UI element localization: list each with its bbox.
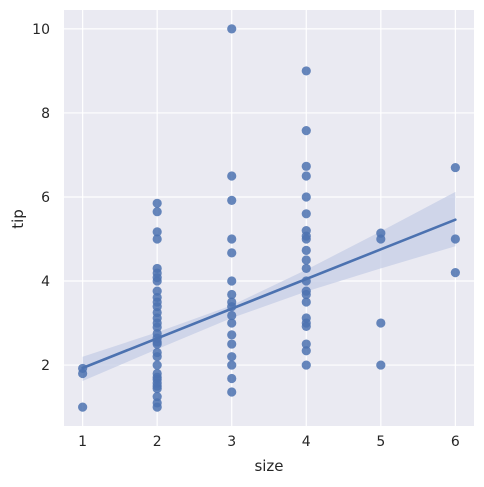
grid-lines (64, 10, 474, 426)
data-point (376, 360, 386, 370)
confidence-band-layer (82, 191, 456, 381)
data-point (227, 171, 237, 181)
data-point (301, 339, 311, 349)
data-point (301, 66, 311, 76)
data-point (152, 368, 162, 379)
y-tick-label: 6 (41, 190, 50, 206)
data-point (301, 226, 311, 236)
data-point (152, 398, 162, 408)
data-point (227, 318, 237, 328)
x-tick-label: 2 (153, 434, 162, 450)
data-point (227, 289, 237, 300)
data-point (78, 402, 88, 412)
data-point (152, 286, 162, 296)
data-point (301, 255, 311, 265)
data-point (301, 297, 311, 307)
confidence-band (82, 191, 456, 381)
data-point (450, 268, 460, 278)
data-point (152, 360, 162, 370)
data-point (227, 310, 237, 321)
data-point (227, 360, 237, 370)
data-point (301, 360, 311, 370)
data-point (152, 347, 162, 358)
data-point (152, 198, 162, 208)
data-point (376, 318, 386, 328)
data-point (450, 234, 460, 244)
x-tick-label: 5 (376, 434, 385, 450)
data-point (301, 313, 311, 323)
data-point (301, 192, 311, 202)
x-tick-label: 3 (227, 434, 236, 450)
data-point (227, 352, 237, 362)
x-tick-label: 6 (451, 434, 460, 450)
data-point (152, 227, 162, 237)
data-point (301, 125, 311, 136)
data-point (376, 228, 386, 238)
y-tick-labels: 2 4 6 8 10 (32, 22, 50, 374)
data-point (227, 248, 237, 258)
y-tick-label: 4 (41, 274, 50, 290)
data-point (301, 263, 311, 274)
y-tick-label: 10 (32, 22, 50, 38)
x-tick-label: 1 (78, 434, 87, 450)
data-point (152, 207, 162, 217)
data-point (227, 276, 237, 286)
data-point (301, 161, 311, 171)
x-axis-label: size (254, 457, 283, 475)
data-point (227, 330, 237, 340)
data-points (78, 24, 460, 412)
data-point (301, 171, 311, 181)
data-point (301, 286, 311, 296)
regression-line-layer (81, 218, 457, 370)
data-point (227, 297, 237, 307)
data-point (227, 234, 237, 244)
data-point (152, 234, 162, 244)
data-point (301, 245, 311, 255)
data-point (450, 162, 460, 173)
data-point (227, 195, 237, 205)
regression-line (81, 218, 457, 370)
y-tick-label: 8 (41, 106, 50, 122)
data-point (152, 391, 162, 402)
x-tick-label: 4 (302, 434, 311, 450)
data-point (301, 209, 311, 219)
y-tick-label: 2 (41, 358, 50, 374)
data-point (227, 373, 237, 384)
data-point (227, 387, 237, 397)
data-point (152, 263, 162, 274)
x-tick-labels: 1 2 3 4 5 6 (78, 434, 460, 450)
data-point (227, 24, 237, 34)
data-point (152, 328, 162, 339)
data-point (301, 346, 311, 356)
data-point (227, 339, 237, 349)
data-point (152, 292, 162, 303)
y-axis-label: tip (9, 209, 27, 229)
